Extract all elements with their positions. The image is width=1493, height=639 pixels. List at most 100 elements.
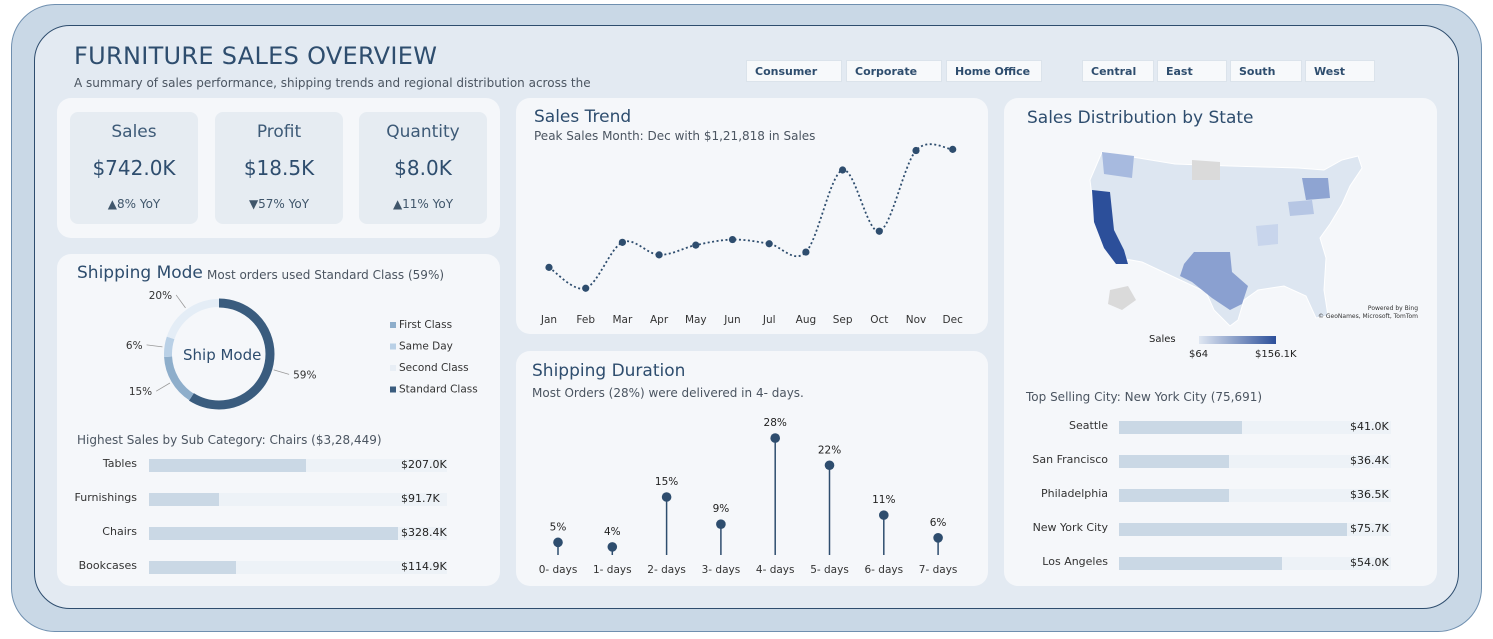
duration-label-2-days: 15% <box>655 476 678 488</box>
bar-label-san-francisco: San Francisco <box>1032 453 1108 466</box>
trend-xtick-jul: Jul <box>762 314 776 326</box>
map-state-new-york <box>1302 178 1330 200</box>
trend-point-apr[interactable] <box>655 251 663 259</box>
duration-xtick-5-days: 5- days <box>810 564 849 576</box>
bar-label-seattle: Seattle <box>1069 419 1108 432</box>
kpi-profit-value: $18.5K <box>243 156 315 180</box>
legend-label-same-day[interactable]: Same Day <box>399 341 453 353</box>
duration-point-1-days[interactable] <box>607 542 618 552</box>
duration-label-1-days: 4% <box>604 526 621 538</box>
legend-label-standard-class[interactable]: Standard Class <box>399 384 478 396</box>
duration-point-4-days[interactable] <box>770 433 780 443</box>
duration-label-3-days: 9% <box>713 503 730 515</box>
legend-label-first-class[interactable]: First Class <box>399 319 452 331</box>
trend-xtick-sep: Sep <box>833 314 853 326</box>
kpi-sales-label: Sales <box>111 122 157 142</box>
map-state-alaska <box>1108 286 1136 310</box>
donut-label-first-class: 15% <box>129 386 152 398</box>
trend-point-mar[interactable] <box>618 238 626 246</box>
trend-point-jul[interactable] <box>765 240 773 248</box>
sales-trend-title: Sales Trend <box>534 107 632 127</box>
bar-bookcases[interactable] <box>149 561 237 574</box>
filter-consumer[interactable]: Consumer <box>746 60 842 82</box>
sales-trend-line <box>548 143 953 290</box>
trend-xtick-may: May <box>685 314 707 326</box>
kpi-quantity-label: Quantity <box>386 122 460 142</box>
us-map-base <box>1089 151 1363 327</box>
bar-tables[interactable] <box>149 459 306 472</box>
trend-point-dec[interactable] <box>949 145 957 153</box>
filter-central[interactable]: Central <box>1082 60 1154 82</box>
page-subtitle: A summary of sales performance, shipping… <box>74 76 591 90</box>
ship-mode-donut-chart: 59% 15% 6% 20% First Class Same Day Second Cla… <box>126 290 478 410</box>
donut-label-standard-class: 59% <box>293 369 316 381</box>
filter-home-office[interactable]: Home Office <box>946 60 1042 82</box>
kpi-profit-yoy: ▼57% YoY <box>248 197 310 211</box>
donut-slice-second-class[interactable] <box>164 299 274 409</box>
donut-slice-same-day[interactable] <box>164 299 274 409</box>
duration-xtick-0-days: 0- days <box>539 564 578 576</box>
trend-point-aug[interactable] <box>802 248 810 256</box>
kpi-sales-yoy: ▲8% YoY <box>107 197 161 211</box>
filter-east[interactable]: East <box>1157 60 1227 82</box>
bar-label-furnishings: Furnishings <box>74 491 138 504</box>
kpi-profit: Profit $18.5K ▼57% YoY <box>215 112 343 224</box>
duration-label-7-days: 6% <box>930 517 947 529</box>
donut-leader-same-day <box>146 344 163 348</box>
map-credit-bing: Powered by Bing <box>1368 305 1418 312</box>
bar-label-philadelphia: Philadelphia <box>1040 487 1108 500</box>
bar-track-chairs <box>149 527 447 540</box>
duration-xtick-4-days: 4- days <box>756 564 795 576</box>
legend-swatch-standard-class <box>390 386 396 393</box>
us-state-map[interactable]: Powered by Bing © GeoNames, Microsoft, T… <box>1080 140 1425 330</box>
bar-value-seattle: $41.0K <box>1350 420 1389 433</box>
kpi-quantity-yoy: ▲11% YoY <box>392 197 454 211</box>
donut-leader-second-class <box>175 294 186 309</box>
bar-san-francisco[interactable] <box>1119 455 1229 468</box>
trend-point-jun[interactable] <box>728 235 737 244</box>
shipping-mode-note: Most orders used Standard Class (59%) <box>207 268 445 282</box>
bar-track-furnishings <box>149 493 447 506</box>
bar-furnishings[interactable] <box>149 493 219 506</box>
donut-leader-first-class <box>155 382 171 392</box>
trend-point-oct[interactable] <box>875 227 883 235</box>
sales-trend-note: Peak Sales Month: Dec with $1,21,818 in … <box>534 129 816 143</box>
donut-leader-standard-class <box>273 369 290 375</box>
bar-track-los-angeles <box>1119 557 1391 570</box>
trend-xtick-aug: Aug <box>796 314 817 326</box>
trend-point-nov[interactable] <box>912 146 920 155</box>
duration-point-5-days[interactable] <box>824 460 835 471</box>
bar-los-angeles[interactable] <box>1119 557 1282 570</box>
sales-trend-line-chart: Jan Feb Mar Apr May Jun Jul Aug Sep Oct Nov Dec <box>540 143 963 326</box>
duration-point-7-days[interactable] <box>933 533 943 543</box>
legend-swatch-second-class <box>390 365 396 371</box>
duration-point-6-days[interactable] <box>879 510 889 520</box>
bar-track-philadelphia <box>1119 489 1391 502</box>
bar-label-bookcases: Bookcases <box>78 559 137 572</box>
filter-corporate[interactable]: Corporate <box>846 60 942 82</box>
duration-point-2-days[interactable] <box>661 492 672 502</box>
bar-new-york-city[interactable] <box>1119 523 1347 536</box>
map-legend-gradient <box>1199 336 1276 344</box>
trend-point-may[interactable] <box>692 241 700 249</box>
duration-point-0-days[interactable] <box>553 537 563 548</box>
filter-west[interactable]: West <box>1305 60 1375 82</box>
shipping-duration-lollipop-chart: 5% 0- days 4% 1- days 15% 2- days 9% 3- days 28%… <box>539 417 958 576</box>
trend-point-sep[interactable] <box>839 166 847 174</box>
bar-chairs[interactable] <box>149 527 398 540</box>
donut-label-second-class: 20% <box>149 290 172 302</box>
duration-point-3-days[interactable] <box>716 519 726 529</box>
legend-label-second-class[interactable]: Second Class <box>399 362 469 374</box>
bar-value-tables: $207.0K <box>401 458 447 471</box>
duration-xtick-7-days: 7- days <box>919 564 958 576</box>
duration-xtick-6-days: 6- days <box>865 564 904 576</box>
subcategory-title: Highest Sales by Sub Category: Chairs ($… <box>77 433 382 447</box>
bar-seattle[interactable] <box>1119 421 1243 434</box>
trend-point-feb[interactable] <box>582 284 590 292</box>
filter-south[interactable]: South <box>1230 60 1302 82</box>
shipping-duration-title: Shipping Duration <box>532 361 686 381</box>
trend-point-jan[interactable] <box>545 263 553 271</box>
bar-value-chairs: $328.4K <box>401 526 447 539</box>
map-state-pennsylvania <box>1288 200 1314 216</box>
bar-philadelphia[interactable] <box>1119 489 1229 502</box>
